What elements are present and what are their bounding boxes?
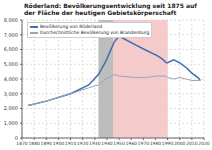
html-text:Durchschnittliche Bevölkerung: Durchschnittliche Bevölkerung von Brande…: [40, 30, 150, 35]
svg-text:2020: 2020: [198, 141, 204, 146]
svg-text:1910: 1910: [65, 141, 77, 146]
svg-text:6,000: 6,000: [8, 46, 18, 52]
svg-text:1870: 1870: [16, 141, 28, 146]
svg-text:1890: 1890: [41, 141, 53, 146]
svg-text:1900: 1900: [53, 141, 65, 146]
svg-text:0: 0: [15, 135, 18, 141]
svg-text:1940: 1940: [101, 141, 113, 146]
svg-text:5,000: 5,000: [8, 61, 18, 67]
svg-text:1960: 1960: [125, 141, 137, 146]
svg-text:1930: 1930: [89, 141, 101, 146]
html-text:Bevölkerung von Röderland: Bevölkerung von Röderland: [40, 24, 103, 29]
html-text:Röderland: Bevölkerungsentwick: Röderland: Bevölkerungsentwicklung seit …: [24, 2, 197, 16]
svg-text:1,000: 1,000: [8, 120, 18, 126]
svg-text:3,000: 3,000: [8, 91, 18, 97]
svg-text:2000: 2000: [174, 141, 186, 146]
svg-text:1970: 1970: [138, 141, 150, 146]
svg-text:2010: 2010: [186, 141, 198, 146]
svg-text:2,000: 2,000: [8, 105, 18, 111]
svg-text:1880: 1880: [28, 141, 40, 146]
svg-text:1980: 1980: [150, 141, 162, 146]
svg-text:1990: 1990: [162, 141, 174, 146]
svg-text:4,000: 4,000: [8, 76, 18, 82]
svg-text:1950: 1950: [113, 141, 125, 146]
svg-text:1920: 1920: [77, 141, 89, 146]
svg-text:8,000: 8,000: [8, 17, 18, 23]
svg-text:7,000: 7,000: [8, 32, 18, 38]
